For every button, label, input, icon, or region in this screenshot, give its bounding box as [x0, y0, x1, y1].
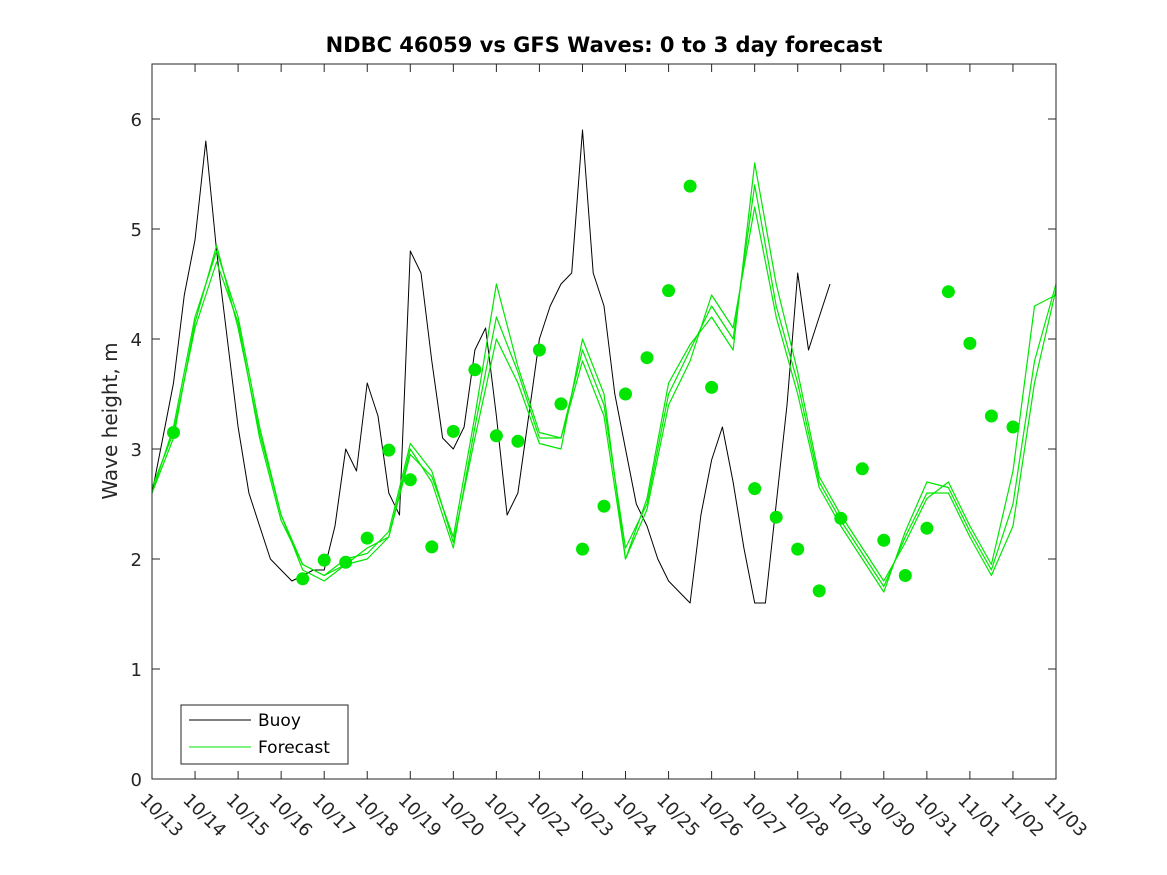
forecast-marker — [532, 343, 546, 357]
forecast-marker — [640, 351, 654, 365]
forecast-marker — [360, 531, 374, 545]
forecast-marker — [317, 553, 331, 567]
plot-frame — [151, 63, 1057, 780]
forecast-marker — [984, 409, 998, 423]
legend-forecast-label: Forecast — [258, 738, 330, 758]
chart-title: NDBC 46059 vs GFS Waves: 0 to 3 day fore… — [326, 33, 883, 57]
forecast-marker — [683, 179, 697, 193]
y-tick-label: 4 — [131, 330, 142, 351]
x-tick-label: 10/30 — [867, 790, 919, 842]
legend: Buoy Forecast — [180, 704, 349, 765]
forecast-line — [151, 206, 1057, 593]
forecast-marker — [339, 555, 353, 569]
plot-background — [152, 64, 1056, 779]
forecast-marker — [597, 499, 611, 513]
forecast-marker — [446, 424, 460, 438]
forecast-marker — [898, 569, 912, 582]
y-tick-label: 2 — [131, 550, 142, 571]
legend-buoy-label: Buoy — [258, 711, 301, 731]
forecast-marker — [855, 462, 869, 476]
x-tick-label: 10/24 — [609, 790, 661, 842]
x-tick-label: 10/14 — [179, 790, 231, 842]
forecast-marker — [662, 284, 676, 298]
forecast-marker — [489, 429, 503, 443]
forecast-marker — [941, 285, 955, 299]
forecast-marker — [920, 521, 934, 535]
buoy-series — [151, 129, 831, 604]
forecast-marker — [748, 482, 762, 496]
forecast-marker — [167, 426, 180, 439]
y-tick-label: 1 — [131, 660, 142, 681]
forecast-marker — [554, 397, 568, 411]
x-tick-label: 10/13 — [135, 790, 187, 842]
y-tick-label: 5 — [131, 220, 142, 241]
x-tick-label: 10/23 — [566, 790, 618, 842]
forecast-marker — [812, 584, 826, 598]
x-tick-label: 10/18 — [351, 790, 403, 842]
forecast-marker — [425, 540, 439, 554]
x-tick-label: 10/21 — [480, 790, 532, 842]
x-tick-label: 10/16 — [265, 790, 317, 842]
x-tick-label: 10/29 — [824, 790, 876, 842]
y-tick-label: 3 — [131, 440, 142, 461]
x-tick-label: 11/03 — [1039, 790, 1091, 842]
forecast-marker — [511, 434, 525, 448]
forecast-marker — [382, 443, 396, 457]
x-tick-label: 10/15 — [222, 790, 274, 842]
x-tick-label: 10/28 — [781, 790, 833, 842]
y-tick-label: 0 — [131, 770, 142, 791]
forecast-marker — [877, 533, 891, 547]
forecast-marker — [834, 511, 848, 525]
x-tick-label: 10/27 — [738, 790, 790, 842]
x-tick-label: 11/01 — [953, 790, 1005, 842]
x-tick-label: 10/25 — [652, 790, 704, 842]
forecast-marker — [963, 336, 977, 350]
x-tick-label: 10/22 — [523, 790, 575, 842]
x-tick-label: 11/02 — [996, 790, 1048, 842]
forecast-marker — [576, 542, 589, 556]
forecast-marker — [791, 542, 805, 556]
forecast-marker — [296, 572, 310, 586]
forecast-marker — [403, 473, 417, 487]
forecast-marker — [468, 363, 482, 377]
forecast-series — [151, 162, 1057, 593]
forecast-marker — [705, 380, 719, 394]
x-tick-label: 10/31 — [910, 790, 962, 842]
forecast-line — [151, 162, 1057, 582]
buoy-line — [151, 129, 831, 604]
x-tick-label: 10/19 — [394, 790, 446, 842]
y-axis-label: Wave height, m — [98, 342, 122, 499]
x-tick-label: 10/17 — [308, 790, 360, 842]
y-tick-label: 6 — [131, 110, 142, 131]
forecast-markers — [167, 179, 1020, 598]
x-tick-label: 10/20 — [437, 790, 489, 842]
forecast-marker — [769, 510, 783, 524]
x-tick-label: 10/26 — [695, 790, 747, 842]
forecast-marker — [1006, 420, 1020, 434]
forecast-marker — [619, 387, 632, 401]
legend-box — [180, 704, 349, 765]
